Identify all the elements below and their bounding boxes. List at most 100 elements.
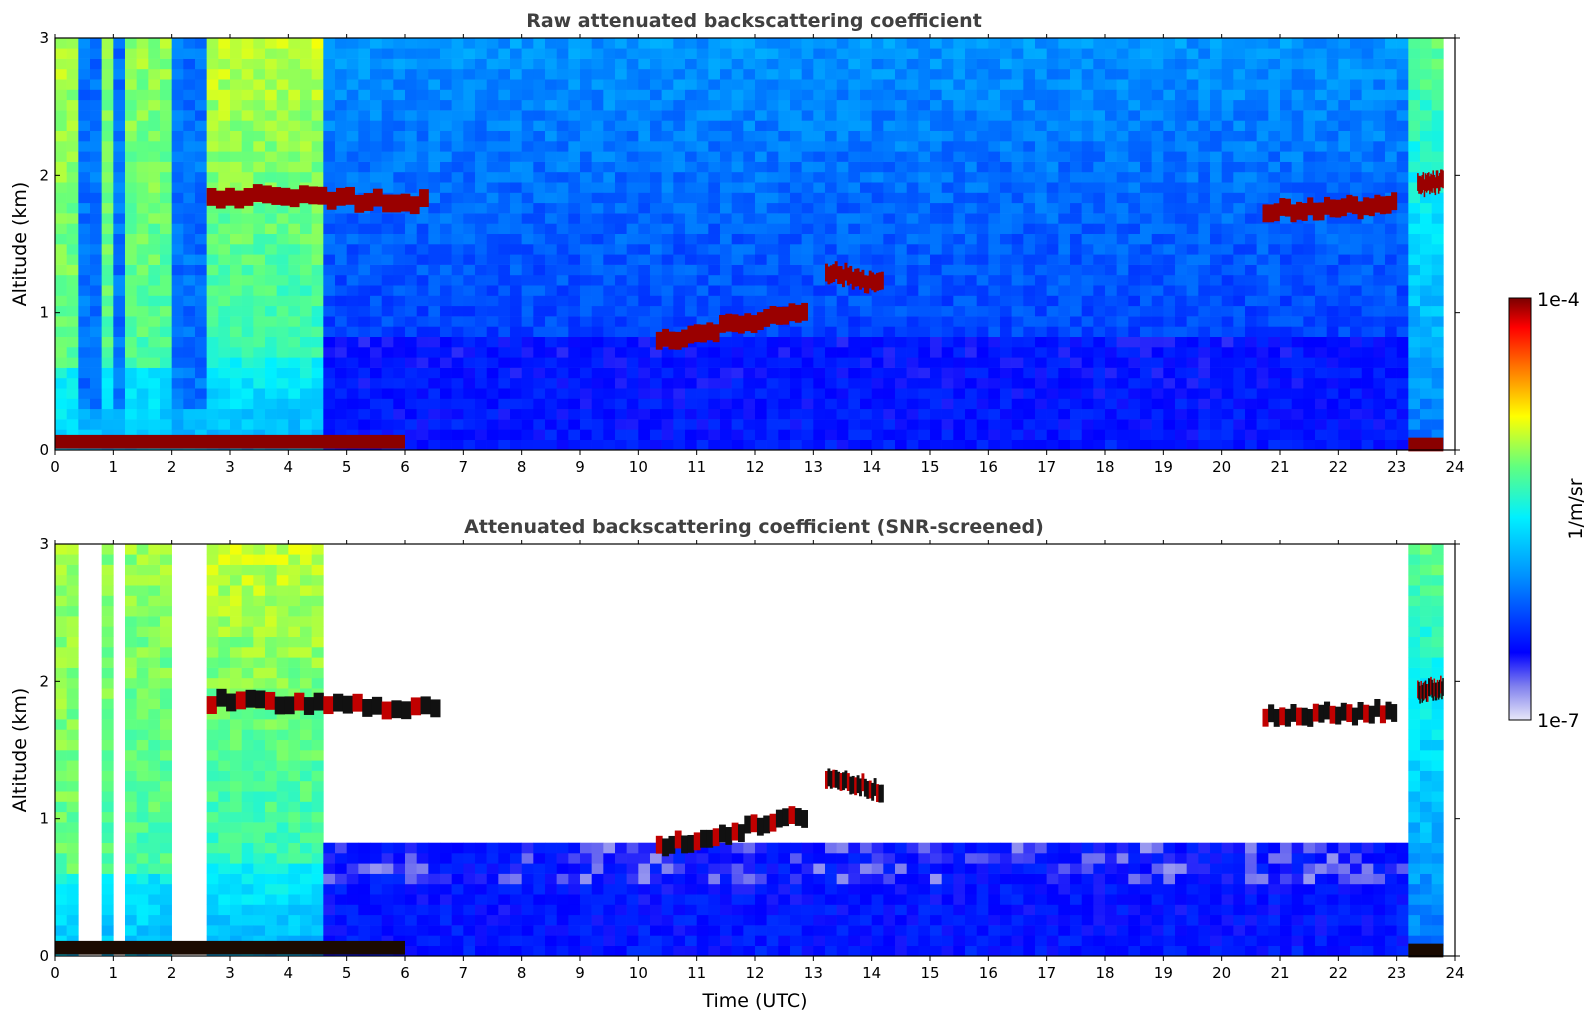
heatmap-cell: [1046, 182, 1059, 193]
heatmap-cell: [1420, 316, 1432, 327]
heatmap-cell: [1291, 357, 1304, 368]
heatmap-cell: [708, 89, 721, 101]
heatmap-cell: [230, 377, 242, 389]
heatmap-cell: [790, 244, 802, 255]
heatmap-cell: [160, 305, 172, 317]
heatmap-cell: [1303, 120, 1316, 131]
heatmap-cell: [265, 377, 277, 389]
heatmap-cell: [416, 99, 429, 111]
heatmap-cell: [136, 151, 149, 162]
heatmap-cell: [918, 244, 931, 255]
heatmap-cell: [1011, 316, 1024, 327]
heatmap-cell: [848, 244, 861, 255]
heatmap-cell: [475, 151, 487, 162]
heatmap-cell: [1035, 130, 1047, 142]
heatmap-cell: [55, 388, 67, 399]
heatmap-cell: [848, 347, 861, 358]
heatmap-cell: [405, 398, 417, 410]
heatmap-cell: [626, 48, 639, 59]
heatmap-cell: [895, 213, 907, 224]
heatmap-cell: [521, 213, 534, 224]
heatmap-cell: [638, 120, 651, 131]
x-tick-label: 7: [459, 458, 469, 476]
heatmap-cell: [1210, 110, 1222, 121]
heatmap-cell: [1315, 439, 1327, 451]
heatmap-cell: [696, 120, 709, 131]
heatmap-cell: [836, 439, 849, 451]
heatmap-cell: [1163, 141, 1176, 152]
heatmap-cell: [813, 89, 826, 101]
heatmap-cell: [825, 48, 837, 59]
heatmap-cell: [1128, 89, 1141, 101]
heatmap-cell: [650, 120, 662, 131]
heatmap-cell: [1081, 130, 1094, 142]
heatmap-cell: [1280, 130, 1292, 142]
heatmap-cell: [521, 38, 534, 49]
heatmap-cell: [836, 58, 849, 70]
cloud-layer-segment: [308, 186, 318, 205]
heatmap-cell: [1070, 89, 1082, 101]
heatmap-cell: [276, 254, 289, 265]
heatmap-cell: [78, 89, 91, 101]
heatmap-cell: [1128, 202, 1141, 214]
heatmap-cell: [253, 377, 266, 389]
heatmap-cell: [370, 68, 382, 80]
heatmap-cell: [1431, 316, 1444, 327]
heatmap-cell: [1291, 130, 1304, 142]
heatmap-cell: [1431, 89, 1444, 101]
heatmap-cell: [1151, 130, 1164, 142]
heatmap-cell: [1011, 377, 1024, 389]
heatmap-cell: [300, 429, 312, 440]
heatmap-cell: [451, 99, 464, 111]
heatmap-cell: [1326, 439, 1339, 451]
heatmap-cell: [696, 223, 709, 234]
heatmap-cell: [1233, 388, 1246, 399]
heatmap-cell: [755, 120, 767, 131]
heatmap-cell: [895, 223, 907, 234]
heatmap-cell: [1035, 305, 1047, 317]
heatmap-cell: [183, 151, 196, 162]
heatmap-cell: [976, 285, 989, 296]
heatmap-cell: [1175, 295, 1187, 307]
heatmap-cell: [1163, 388, 1176, 399]
heatmap-cell: [148, 48, 161, 59]
heatmap-cell: [358, 161, 371, 173]
heatmap-cell: [965, 213, 977, 224]
heatmap-cell: [1245, 367, 1257, 379]
heatmap-cell: [965, 120, 977, 131]
heatmap-cell: [393, 264, 406, 276]
heatmap-cell: [113, 408, 126, 420]
heatmap-cell: [755, 408, 767, 420]
heatmap-cell: [906, 295, 919, 307]
heatmap-cell: [953, 171, 966, 183]
heatmap-cell: [545, 171, 557, 183]
heatmap-cell: [1315, 347, 1327, 358]
heatmap-cell: [685, 99, 697, 111]
heatmap-cell: [276, 429, 289, 440]
heatmap-cell: [498, 419, 511, 430]
heatmap-cell: [533, 99, 546, 111]
heatmap-cell: [1291, 377, 1304, 389]
heatmap-cell: [1350, 161, 1362, 173]
heatmap-cell: [78, 367, 91, 379]
heatmap-cell: [976, 79, 989, 90]
heatmap-cell: [638, 326, 651, 337]
heatmap-cell: [125, 388, 137, 399]
heatmap-cell: [1128, 99, 1141, 111]
heatmap-cell: [556, 244, 569, 255]
heatmap-cell: [871, 48, 884, 59]
heatmap-cell: [1198, 99, 1211, 111]
heatmap-cell: [673, 285, 686, 296]
heatmap-cell: [720, 192, 732, 204]
heatmap-cell: [300, 48, 312, 59]
heatmap-cell: [743, 38, 756, 49]
heatmap-cell: [801, 99, 814, 111]
heatmap-cell: [55, 68, 67, 80]
heatmap-cell: [381, 408, 394, 420]
heatmap-cell: [1268, 38, 1281, 49]
heatmap-cell: [766, 347, 779, 358]
heatmap-cell: [463, 439, 476, 451]
heatmap-cell: [1198, 223, 1211, 234]
heatmap-cell: [1373, 305, 1386, 317]
heatmap-cell: [1361, 295, 1374, 307]
